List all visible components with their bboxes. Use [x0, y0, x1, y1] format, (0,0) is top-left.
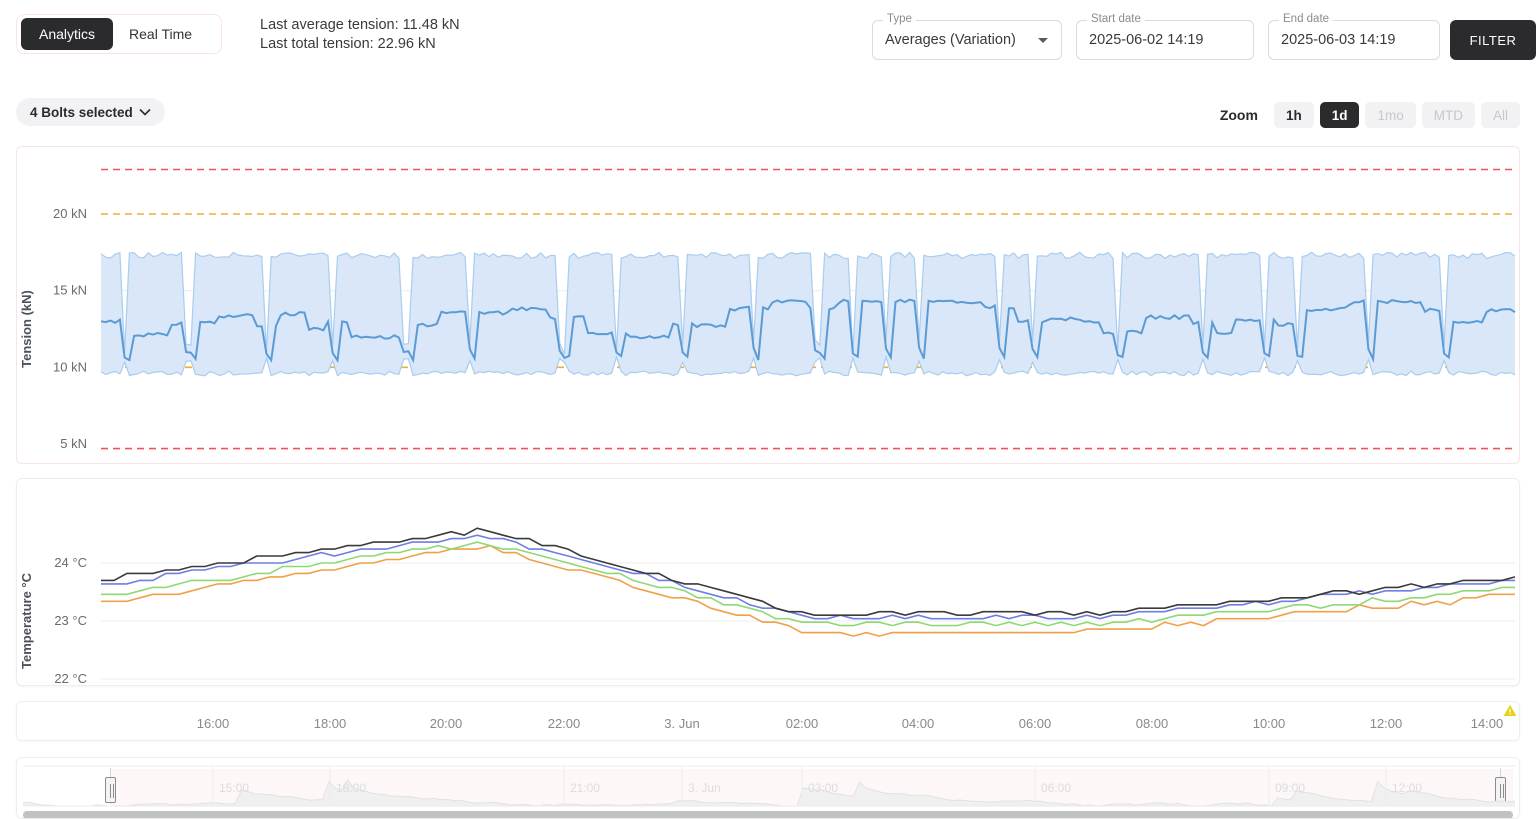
svg-text:08:00: 08:00 [1136, 716, 1169, 731]
svg-text:10 kN: 10 kN [53, 359, 87, 374]
svg-text:03:00: 03:00 [808, 781, 838, 795]
svg-text:5 kN: 5 kN [60, 436, 87, 451]
svg-text:16:00: 16:00 [197, 716, 230, 731]
svg-text:18:00: 18:00 [314, 716, 347, 731]
svg-text:10:00: 10:00 [1253, 716, 1286, 731]
svg-text:20 kN: 20 kN [53, 206, 87, 221]
svg-text:3. Jun: 3. Jun [664, 716, 699, 731]
svg-text:15 kN: 15 kN [53, 283, 87, 298]
svg-text:12:00: 12:00 [1392, 781, 1422, 795]
svg-text:14:00: 14:00 [1471, 716, 1504, 731]
svg-text:3. Jun: 3. Jun [688, 781, 721, 795]
svg-text:06:00: 06:00 [1041, 781, 1071, 795]
svg-text:15:00: 15:00 [219, 781, 249, 795]
svg-text:Temperature °C: Temperature °C [19, 572, 34, 669]
svg-text:09:00: 09:00 [1275, 781, 1305, 795]
svg-text:18:00: 18:00 [336, 781, 366, 795]
svg-text:12:00: 12:00 [1370, 716, 1403, 731]
svg-text:21:00: 21:00 [570, 781, 600, 795]
svg-text:06:00: 06:00 [1019, 716, 1052, 731]
svg-text:23 °C: 23 °C [54, 613, 87, 628]
svg-text:Tension (kN): Tension (kN) [19, 290, 34, 368]
svg-text:04:00: 04:00 [902, 716, 935, 731]
svg-text:24 °C: 24 °C [54, 555, 87, 570]
svg-text:02:00: 02:00 [786, 716, 819, 731]
svg-text:22:00: 22:00 [548, 716, 581, 731]
svg-text:20:00: 20:00 [430, 716, 463, 731]
svg-text:22 °C: 22 °C [54, 671, 87, 686]
